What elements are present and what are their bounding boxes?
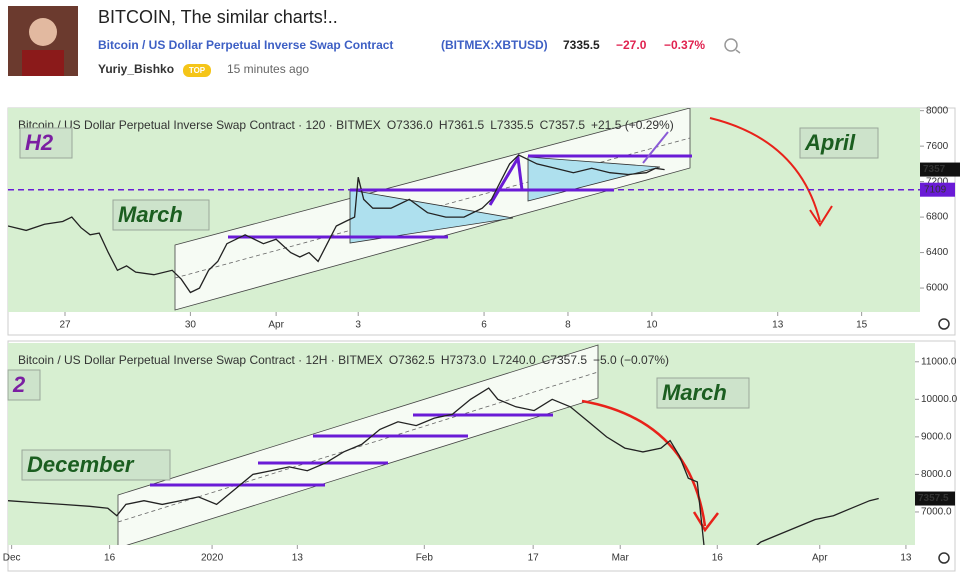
annotation-box	[21, 449, 171, 481]
annotation-box	[799, 127, 879, 159]
annotation-box	[656, 377, 750, 409]
change: −27.0	[616, 38, 647, 52]
price-series	[8, 154, 665, 294]
x-tick-label: 2020	[201, 553, 224, 564]
y-tick-label: 9000.0	[921, 432, 952, 443]
x-tick-label: 13	[900, 553, 912, 564]
annotation-box	[7, 369, 41, 401]
x-tick-label: Dec	[3, 553, 21, 564]
author[interactable]: Yuriy_Bishko	[98, 62, 174, 76]
y-tick-label: 6000	[926, 283, 949, 294]
legend-text: H7373.0	[441, 353, 487, 367]
time: 15 minutes ago	[227, 62, 309, 76]
badge-bg	[183, 64, 211, 77]
symbol-code[interactable]: (BITMEX:XBTUSD)	[441, 38, 548, 52]
y-tick-label: 8000	[926, 105, 949, 116]
annotation: December	[27, 452, 135, 477]
avatar-face	[29, 18, 57, 46]
legend-text: O7362.5	[389, 353, 435, 367]
annotation-box	[19, 127, 73, 159]
legend-text: +21.5 (+0.29%)	[591, 118, 674, 132]
y-tick-label: 6800	[926, 212, 949, 223]
x-tick-label: 13	[292, 553, 304, 564]
y-tick-label: 6400	[926, 247, 949, 258]
legend-text: C7357.5	[540, 118, 586, 132]
settings-icon[interactable]	[938, 552, 950, 564]
price: 7335.5	[563, 38, 600, 52]
price-series	[8, 387, 879, 545]
annotation: 2	[12, 372, 26, 397]
y-tick-label: 11000.0	[921, 356, 957, 367]
x-tick-label: 13	[772, 320, 784, 331]
annotation: H2	[25, 130, 54, 155]
x-tick-label: 30	[185, 320, 197, 331]
annotation: April	[804, 130, 856, 155]
x-tick-label: 8	[565, 320, 571, 331]
last-price-tag	[915, 491, 955, 506]
change-pct: −0.37%	[664, 38, 705, 52]
y-tick-label: 7200	[926, 176, 949, 187]
price-line	[8, 387, 879, 545]
x-tick-label: 16	[104, 553, 116, 564]
badge: TOP	[189, 66, 206, 75]
legend-text: Bitcoin / US Dollar Perpetual Inverse Sw…	[18, 353, 383, 367]
legend-text: L7240.0	[492, 353, 536, 367]
last-price-label: 7357.5	[918, 493, 949, 504]
x-tick-label: 16	[712, 553, 724, 564]
y-tick-label: 8000.0	[921, 469, 952, 480]
y-tick-label: 10000.0	[921, 394, 958, 405]
legend-text: Bitcoin / US Dollar Perpetual Inverse Sw…	[18, 118, 381, 132]
x-tick-label: Feb	[416, 553, 434, 564]
alert-icon[interactable]	[724, 38, 741, 54]
x-tick-label: Apr	[812, 553, 828, 564]
drawings	[174, 108, 833, 311]
legend-text: O7336.0	[387, 118, 433, 132]
x-tick-label: 15	[856, 320, 868, 331]
idea-title: BITCOIN, The similar charts!..	[98, 7, 338, 27]
last-price-label: 7357	[923, 164, 946, 175]
x-tick-label: Apr	[268, 320, 284, 331]
legend-text: L7335.5	[490, 118, 534, 132]
last-price-tag	[920, 162, 960, 177]
x-tick-label: 6	[481, 320, 487, 331]
price-tag	[920, 182, 955, 197]
settings-icon[interactable]	[938, 318, 950, 330]
avatar-body	[22, 50, 64, 76]
annotation: March	[662, 380, 727, 405]
legend-text: H7361.5	[439, 118, 485, 132]
x-tick-label: 17	[528, 553, 540, 564]
x-tick-label: Mar	[612, 553, 630, 564]
legend-text: C7357.5	[542, 353, 588, 367]
x-tick-label: 27	[59, 320, 71, 331]
legend-text: −5.0 (−0.07%)	[593, 353, 669, 367]
annotation: March	[118, 202, 183, 227]
y-tick-label: 7600	[926, 141, 949, 152]
annotation-box	[112, 199, 210, 231]
symbol-link[interactable]: Bitcoin / US Dollar Perpetual Inverse Sw…	[98, 38, 393, 52]
price-tag-label: 7109	[924, 184, 947, 195]
x-tick-label: 3	[355, 320, 361, 331]
y-tick-label: 7000.0	[921, 507, 952, 518]
price-line	[8, 154, 665, 294]
x-tick-label: 10	[646, 320, 658, 331]
